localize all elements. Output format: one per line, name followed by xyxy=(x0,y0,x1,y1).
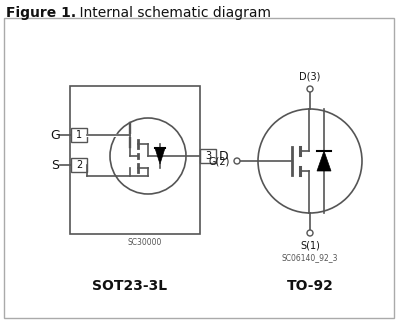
Polygon shape xyxy=(317,151,331,171)
Bar xyxy=(71,128,87,142)
Text: S: S xyxy=(51,159,59,171)
Text: Figure 1.: Figure 1. xyxy=(6,6,76,20)
Text: Internal schematic diagram: Internal schematic diagram xyxy=(62,6,271,20)
Text: SOT23-3L: SOT23-3L xyxy=(92,279,168,293)
Circle shape xyxy=(258,109,362,213)
Text: G(2): G(2) xyxy=(209,156,230,166)
Bar xyxy=(71,158,87,172)
Text: SC30000: SC30000 xyxy=(128,238,162,247)
Bar xyxy=(200,149,216,163)
Text: D(3): D(3) xyxy=(299,71,321,81)
Text: 1: 1 xyxy=(76,130,82,140)
Text: 2: 2 xyxy=(76,160,82,170)
Circle shape xyxy=(307,86,313,92)
Text: SC06140_92_3: SC06140_92_3 xyxy=(282,253,338,262)
Bar xyxy=(70,86,200,234)
Circle shape xyxy=(234,158,240,164)
Text: S(1): S(1) xyxy=(300,241,320,251)
Circle shape xyxy=(307,230,313,236)
Polygon shape xyxy=(155,148,165,164)
Text: D: D xyxy=(219,150,229,163)
Text: G: G xyxy=(50,129,60,142)
Text: 3: 3 xyxy=(205,151,211,161)
Bar xyxy=(4,18,394,318)
Text: TO-92: TO-92 xyxy=(286,279,334,293)
Circle shape xyxy=(110,118,186,194)
